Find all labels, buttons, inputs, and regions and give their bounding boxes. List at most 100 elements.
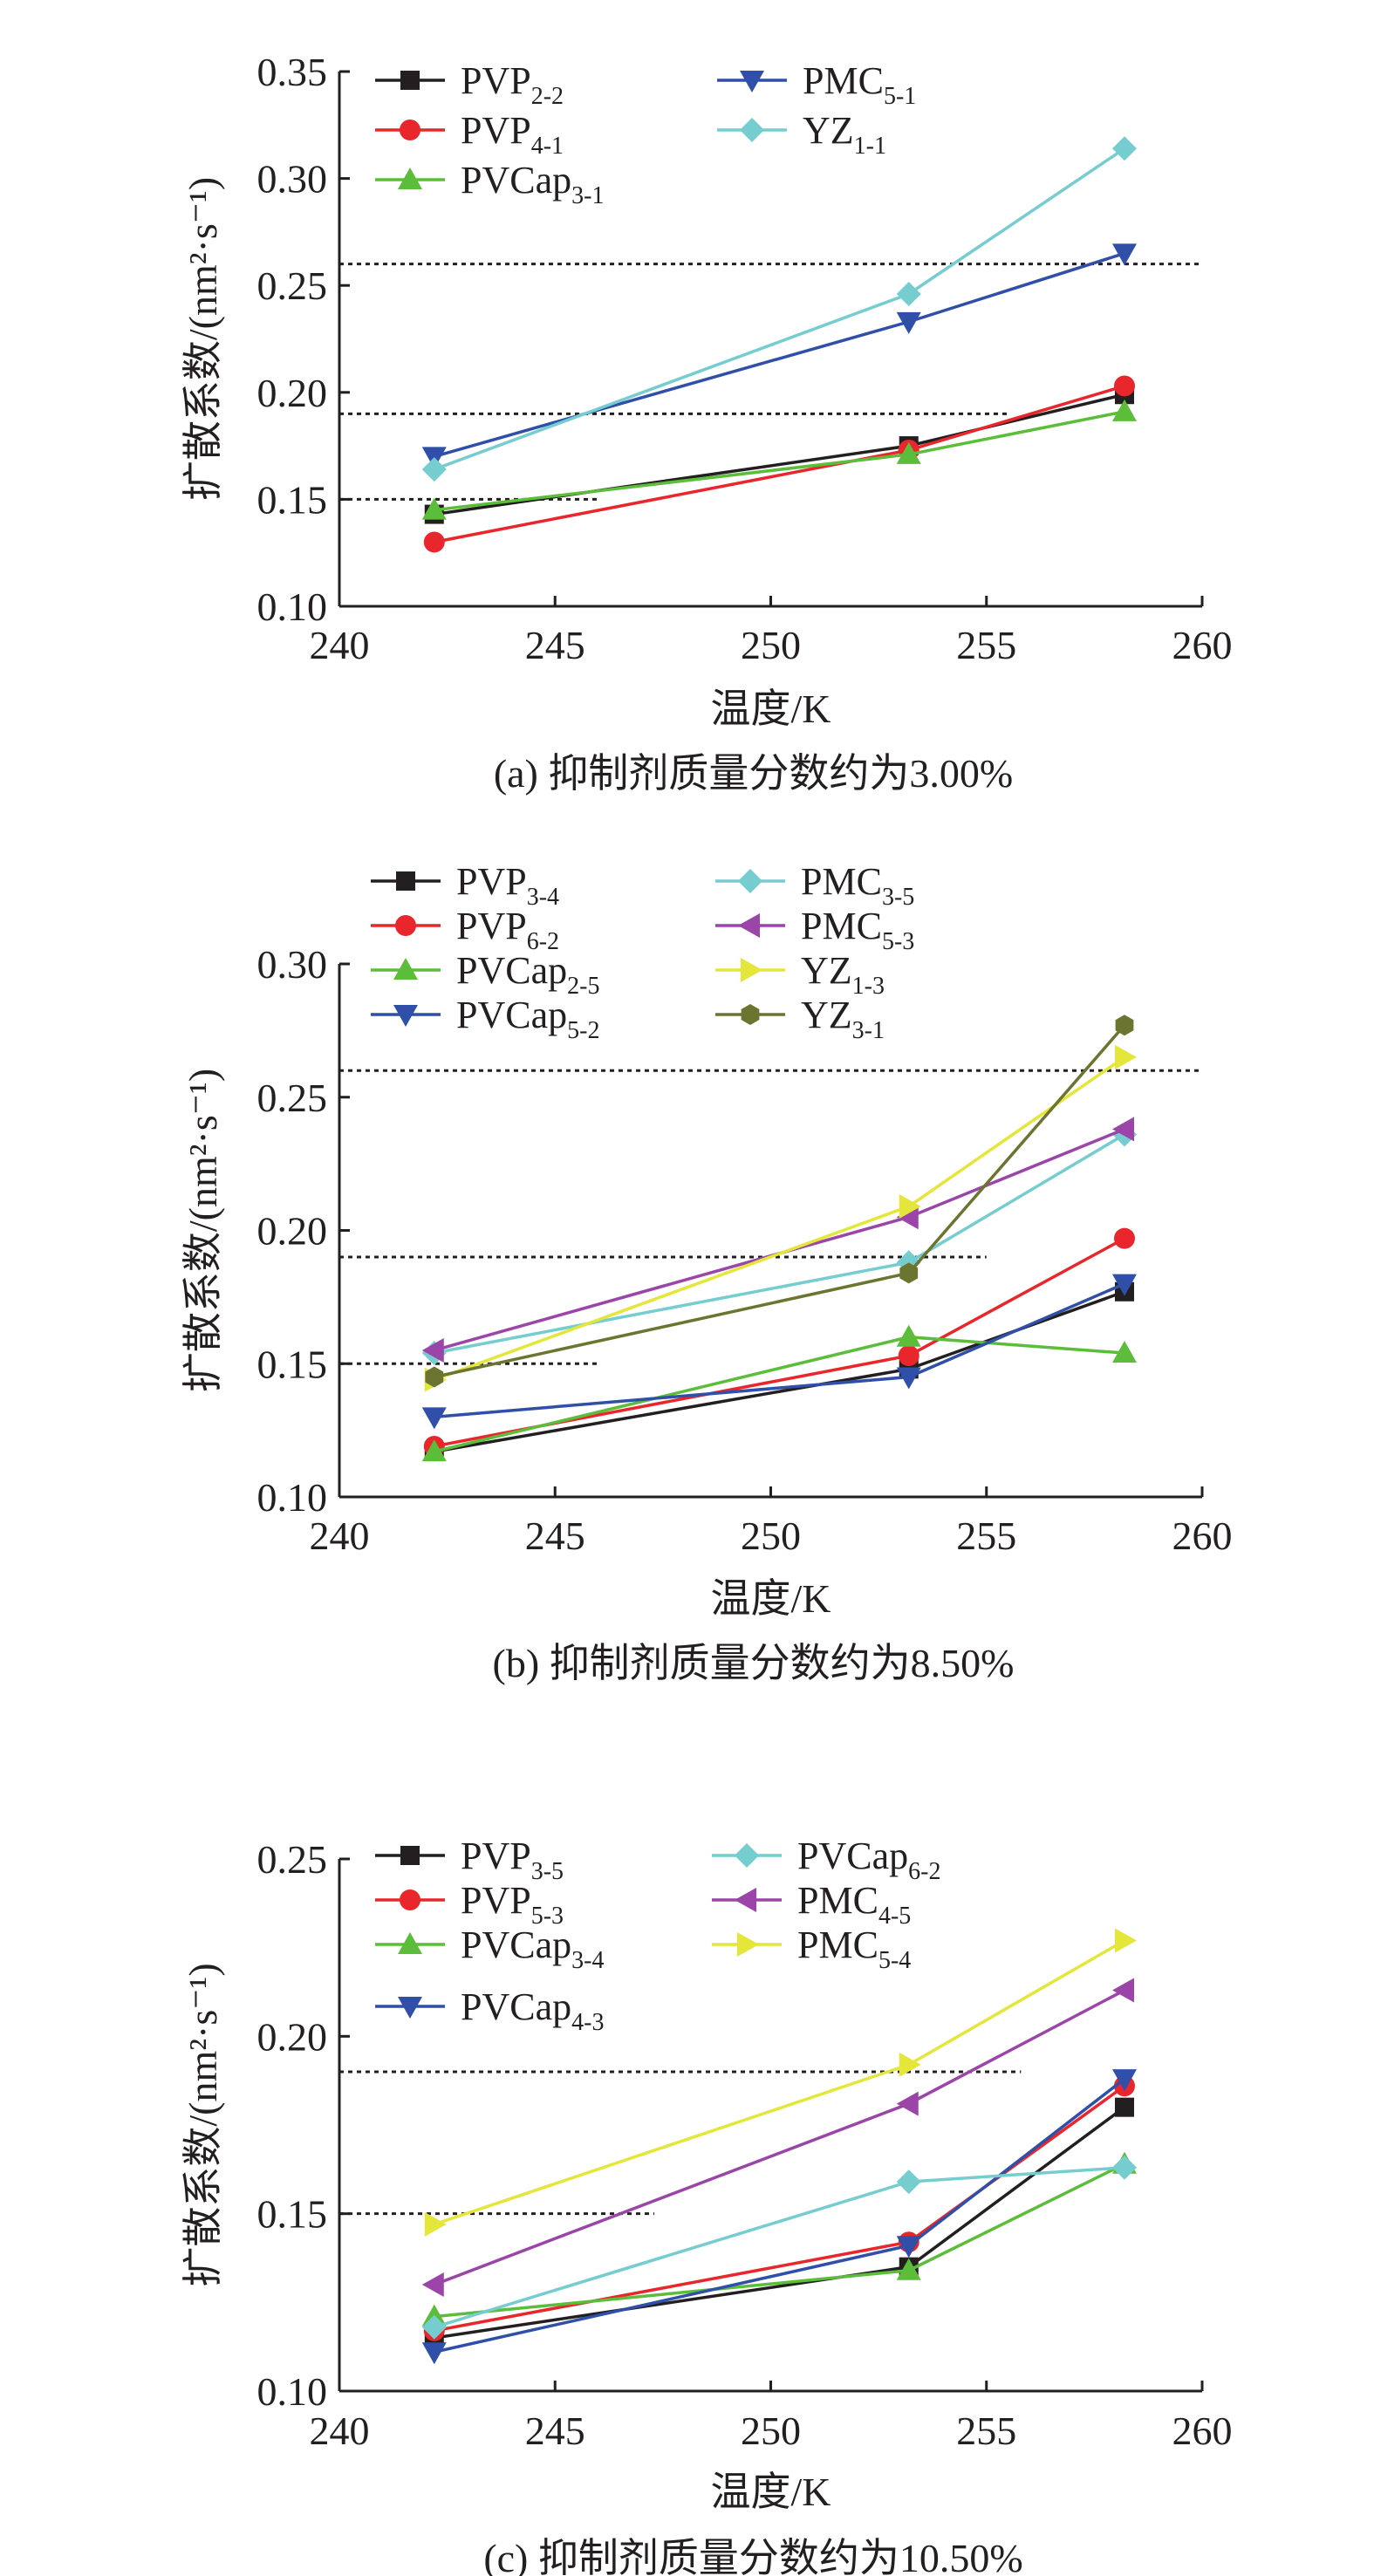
legend-label: PVCap3-4	[461, 1923, 604, 1974]
data-point	[896, 441, 921, 464]
legend-item: PVP2-2	[375, 59, 564, 110]
series-pmc-5-4	[424, 1928, 1137, 2237]
data-point	[896, 1367, 921, 1390]
data-point	[1111, 1341, 1137, 1363]
data-point	[1114, 1928, 1137, 1953]
x-axis-title: 温度/K	[711, 1576, 831, 1621]
series-pvcap-6-2	[421, 2155, 1137, 2340]
y-tick-label: 0.20	[257, 1209, 328, 1254]
legend-label: PMC3-5	[801, 860, 914, 911]
y-tick-label: 0.30	[257, 942, 328, 987]
panel-caption: (b) 抑制剂质量分数约为8.50%	[493, 1641, 1015, 1685]
series-pvcap-5-2	[421, 1274, 1137, 1430]
legend-marker	[395, 915, 416, 936]
series-pvp-5-3	[423, 2075, 1135, 2341]
legend-marker	[400, 120, 420, 140]
data-point	[421, 2272, 444, 2297]
legend-item: PVCap3-4	[375, 1923, 604, 1974]
series-yz-1-1	[421, 136, 1137, 482]
y-tick-label: 0.10	[257, 2369, 328, 2414]
series-line	[434, 1988, 1125, 2286]
series-line	[434, 251, 1125, 459]
data-point	[421, 1337, 444, 1363]
legend-marker	[400, 71, 420, 90]
legend-item: PVCap4-3	[375, 1985, 604, 2036]
data-point	[896, 1205, 919, 1230]
data-point	[1113, 375, 1135, 397]
legend-marker	[737, 1932, 759, 1957]
data-point	[1113, 1227, 1135, 1249]
legend-marker	[741, 1004, 760, 1025]
x-tick-label: 240	[310, 2409, 370, 2453]
series-line	[434, 1024, 1126, 1379]
data-point	[1111, 1978, 1134, 2003]
legend-label: PMC5-1	[803, 59, 916, 110]
y-axis-title: 扩散系数/(nm²·s⁻¹)	[181, 1963, 225, 2286]
legend-label: PVP3-4	[456, 860, 559, 911]
data-point	[896, 282, 921, 307]
legend-item: PMC4-5	[712, 1879, 911, 1930]
legend-marker	[741, 958, 762, 982]
legend-label: PVP4-1	[461, 109, 564, 160]
series-pmc-3-5	[421, 1122, 1137, 1366]
legend-item: PVCap5-2	[371, 994, 599, 1044]
legend-marker	[398, 1932, 422, 1954]
data-point	[423, 531, 445, 553]
legend-marker	[740, 71, 764, 92]
series-line	[434, 2163, 1125, 2319]
data-point	[1111, 243, 1137, 266]
legend-label: PMC5-3	[801, 905, 914, 955]
legend-label: PVCap2-5	[456, 949, 599, 1000]
chart-panel-a: 0.10 0.15 0.20 0.25 0.30 0.35 240 245 250 255 260 温…	[181, 50, 1233, 796]
data-point	[896, 1324, 921, 1347]
legend-label: PVP5-3	[461, 1879, 564, 1930]
data-point	[1114, 1044, 1137, 1069]
data-point	[421, 2314, 447, 2340]
panel-caption: (a) 抑制剂质量分数约为3.00%	[494, 751, 1013, 796]
legend-item: PVCap3-1	[375, 159, 604, 209]
data-point	[1115, 1015, 1134, 1036]
data-point	[896, 2169, 921, 2195]
series-pvp-3-4	[424, 1281, 1134, 1462]
legend-label: PVCap4-3	[461, 1985, 604, 2036]
legend-label: YZ3-1	[801, 994, 885, 1044]
series-pvcap-2-5	[421, 1324, 1137, 1462]
legend-marker	[735, 1843, 759, 1868]
x-tick-label: 245	[525, 623, 585, 667]
chart-panel-c: 0.10 0.15 0.20 0.25 240 245 250 255 260 温度/K 扩散系数/…	[181, 1835, 1233, 2576]
series-pvcap-4-3	[421, 2069, 1137, 2365]
x-tick-label: 250	[741, 1513, 801, 1558]
legend-item: PMC3-5	[715, 860, 914, 911]
legend-item: YZ1-3	[715, 949, 885, 1000]
legend-item: PMC5-1	[717, 59, 916, 110]
y-axis-title: 扩散系数/(nm²·s⁻¹)	[181, 177, 225, 501]
series-pmc-5-3	[421, 1117, 1134, 1363]
data-point	[1111, 1117, 1134, 1142]
x-tick-label: 255	[956, 623, 1016, 667]
data-point	[421, 2342, 447, 2365]
data-point	[1111, 136, 1137, 161]
y-tick-label: 0.25	[257, 1076, 328, 1120]
x-tick-label: 245	[525, 1513, 585, 1558]
x-tick-label: 250	[741, 623, 801, 667]
legend-label: PVP3-5	[461, 1835, 564, 1885]
x-tick-label: 240	[310, 623, 370, 667]
y-tick-label: 0.15	[257, 1342, 328, 1386]
legend-marker	[398, 167, 422, 189]
series-pmc-4-5	[421, 1978, 1134, 2297]
legend-item: PVP3-4	[371, 860, 559, 911]
data-point	[1114, 2097, 1134, 2117]
data-point	[896, 2091, 919, 2116]
series-pvp-6-2	[423, 1227, 1135, 1457]
legend-label: PVCap6-2	[797, 1835, 940, 1885]
y-tick-label: 0.15	[257, 477, 328, 522]
y-tick-label: 0.20	[257, 2014, 328, 2059]
series-yz-3-1	[425, 1015, 1134, 1388]
data-point	[424, 2211, 447, 2237]
legend-item: PMC5-4	[712, 1923, 911, 1974]
y-axis-title: 扩散系数/(nm²·s⁻¹)	[181, 1069, 225, 1392]
data-point	[421, 1439, 447, 1462]
y-tick-label: 0.25	[257, 263, 328, 308]
